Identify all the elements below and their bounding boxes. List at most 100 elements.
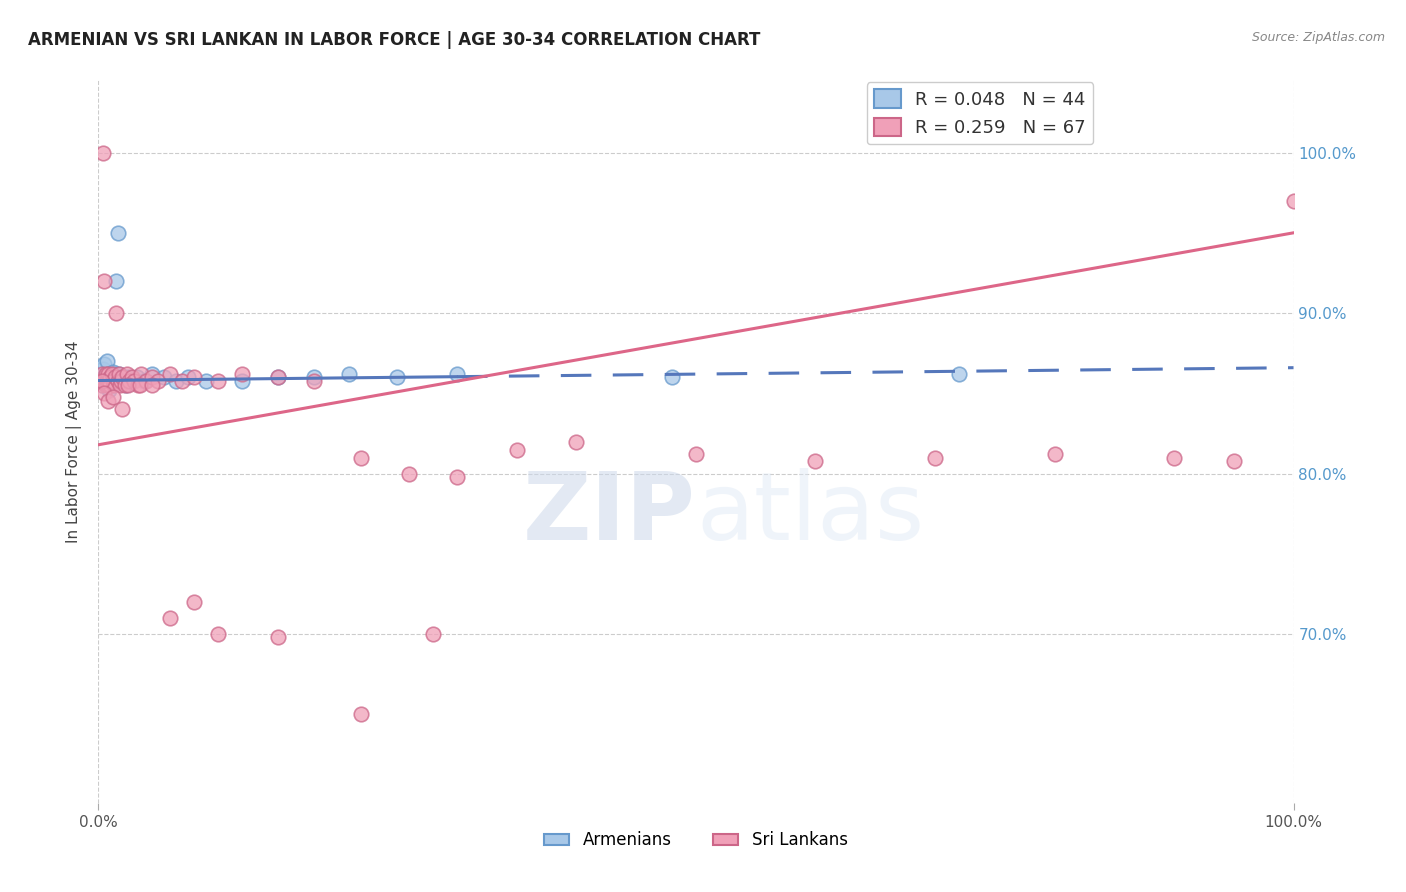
Point <box>91 374 114 388</box>
Point <box>118 374 141 388</box>
Point <box>101 390 124 404</box>
Point <box>96 370 118 384</box>
Point <box>339 367 361 381</box>
Point <box>385 370 409 384</box>
Point <box>685 447 707 461</box>
Point <box>93 358 115 372</box>
Point <box>90 374 112 388</box>
Point <box>93 274 115 288</box>
Point <box>148 374 170 388</box>
Point <box>565 434 588 449</box>
Point <box>96 374 118 388</box>
Point <box>267 370 290 384</box>
Point <box>115 367 138 381</box>
Point <box>506 442 529 457</box>
Point <box>115 378 138 392</box>
Point <box>90 374 112 388</box>
Point <box>159 611 181 625</box>
Point <box>107 374 129 388</box>
Text: Source: ZipAtlas.com: Source: ZipAtlas.com <box>1251 31 1385 45</box>
Y-axis label: In Labor Force | Age 30-34: In Labor Force | Age 30-34 <box>66 340 83 543</box>
Point <box>100 367 122 381</box>
Point <box>267 631 290 645</box>
Text: ARMENIAN VS SRI LANKAN IN LABOR FORCE | AGE 30-34 CORRELATION CHART: ARMENIAN VS SRI LANKAN IN LABOR FORCE | … <box>28 31 761 49</box>
Point <box>100 378 122 392</box>
Point <box>165 374 187 388</box>
Point <box>107 226 129 240</box>
Point <box>93 386 115 401</box>
Point <box>121 374 143 388</box>
Point <box>104 370 127 384</box>
Point <box>91 378 114 392</box>
Point <box>1223 454 1246 468</box>
Point <box>141 370 163 384</box>
Point <box>231 374 253 388</box>
Point <box>195 374 218 388</box>
Point <box>804 454 827 468</box>
Point <box>398 467 420 481</box>
Point <box>131 367 153 381</box>
Point <box>110 374 132 388</box>
Point <box>124 374 146 388</box>
Point <box>1282 194 1305 208</box>
Point <box>94 367 117 381</box>
Point <box>91 145 114 160</box>
Point <box>93 370 115 384</box>
Point <box>350 707 373 722</box>
Point <box>446 367 468 381</box>
Point <box>96 354 118 368</box>
Point <box>207 374 229 388</box>
Point <box>97 367 120 381</box>
Point <box>91 362 114 376</box>
Point <box>97 394 120 409</box>
Point <box>117 370 139 384</box>
Point <box>141 367 163 381</box>
Point <box>91 374 114 388</box>
Point <box>177 370 200 384</box>
Point <box>302 374 325 388</box>
Point <box>104 374 127 388</box>
Point <box>93 374 115 388</box>
Point <box>94 378 117 392</box>
Point <box>422 627 444 641</box>
Point <box>108 378 131 392</box>
Point <box>98 374 121 388</box>
Point <box>111 370 134 384</box>
Point <box>97 378 120 392</box>
Point <box>105 306 128 320</box>
Point <box>267 370 290 384</box>
Point <box>91 378 114 392</box>
Point <box>101 374 124 388</box>
Point <box>172 374 194 388</box>
Point <box>129 378 152 392</box>
Point <box>1163 450 1185 465</box>
Point <box>207 627 229 641</box>
Point <box>94 378 117 392</box>
Point <box>98 378 122 392</box>
Point <box>117 378 139 392</box>
Point <box>924 450 946 465</box>
Point <box>1043 447 1066 461</box>
Point <box>948 367 970 381</box>
Point <box>98 374 122 388</box>
Point <box>111 402 134 417</box>
Point <box>446 470 468 484</box>
Point <box>141 378 163 392</box>
Point <box>97 378 120 392</box>
Point <box>107 367 129 381</box>
Point <box>103 367 125 381</box>
Point <box>110 374 132 388</box>
Point <box>135 374 157 388</box>
Point <box>98 383 121 397</box>
Legend: Armenians, Sri Lankans: Armenians, Sri Lankans <box>537 824 855 856</box>
Point <box>153 370 176 384</box>
Point <box>121 370 143 384</box>
Point <box>98 370 122 384</box>
Point <box>114 378 136 392</box>
Point <box>302 370 325 384</box>
Point <box>112 370 135 384</box>
Point <box>91 367 114 381</box>
Point <box>183 595 205 609</box>
Point <box>91 367 114 381</box>
Point <box>183 370 205 384</box>
